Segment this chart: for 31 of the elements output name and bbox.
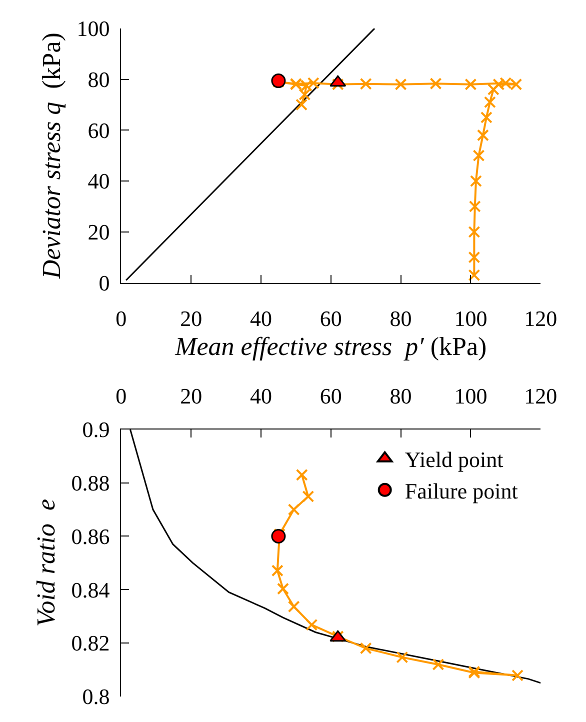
y-tick-label: 20 [88,220,110,245]
y-tick-label: 0.9 [82,417,110,442]
x-tick-label: 40 [250,306,272,332]
y-tick-label: 0 [98,270,110,296]
y-tick-label: 60 [88,118,110,143]
x-axis-title: Mean effective stress p′ (kPa) [174,332,487,361]
y-tick-label: 0.86 [71,524,110,549]
legend-label: Failure point [404,478,518,504]
x-tick-label: 60 [320,306,342,332]
x-tick-label: 0 [116,306,127,332]
x-tick-label: 20 [180,384,202,409]
y-axis-title: Void ratio e [32,498,61,627]
x-tick-label: 120 [524,306,558,332]
x-tick-label: 60 [320,384,342,409]
legend-label: Yield point [404,446,504,472]
y-tick-label: 80 [88,66,110,92]
y-tick-label: 40 [88,168,110,194]
y-tick-label: 0.84 [71,577,110,602]
y-axis-title: Deviator stress q (kPa) [37,32,66,280]
x-tick-label: 80 [390,306,412,332]
y-tick-label: 0.8 [82,684,110,709]
x-tick-label: 40 [250,384,272,409]
x-tick-label: 120 [524,384,558,409]
x-tick-label: 100 [454,306,488,332]
x-tick-label: 80 [390,384,412,409]
y-tick-label: 0.88 [71,470,110,496]
y-tick-label: 0.82 [71,630,110,656]
y-tick-label: 100 [76,16,110,42]
x-tick-label: 20 [180,306,202,332]
x-tick-label: 0 [116,384,127,409]
x-tick-label: 100 [454,384,488,409]
